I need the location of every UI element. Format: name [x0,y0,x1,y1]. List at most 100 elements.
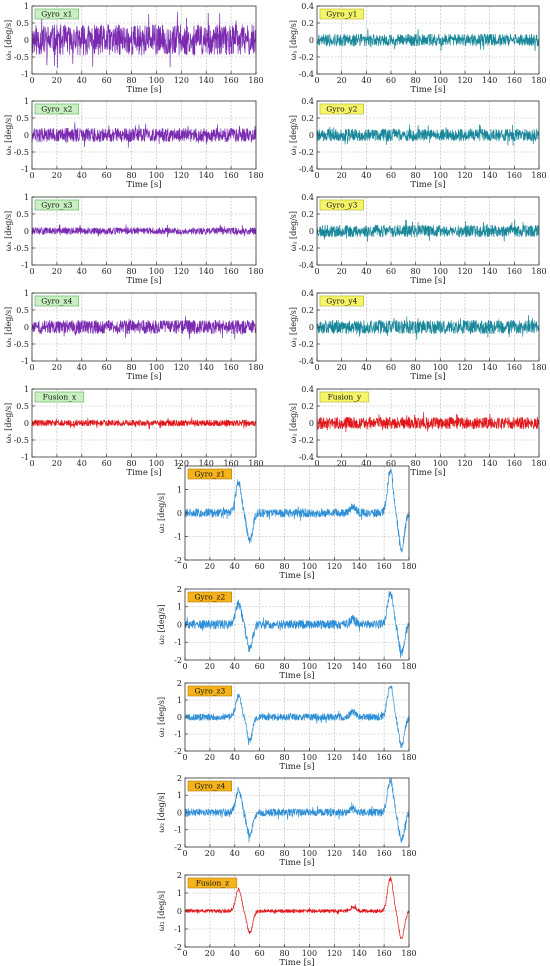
x-tick-label: 100 [433,171,448,180]
x-tick-label: 180 [248,363,263,372]
x-tick-label: 60 [102,171,112,180]
x-tick-label: 20 [205,849,215,858]
series-badge [319,295,365,307]
x-tick-label: 80 [411,363,421,372]
y-tick-label: 1 [177,485,182,494]
x-tick-label: 0 [314,459,319,468]
y-tick-label: 0.2 [301,114,314,123]
chart-panel-7: 0 20 40 60 80 100 120 140 160 180 -1 -0.5 0 0.5 1 Time … [4,289,264,382]
x-tick-label: 80 [126,76,136,85]
x-tick-label: 0 [29,171,34,180]
x-tick-label: 140 [352,662,367,671]
series-badge [319,391,370,403]
y-tick-label: 0 [309,36,314,45]
x-axis-label: Time [s] [279,671,314,681]
series-badge-label: Gyro_x3 [41,201,72,210]
x-tick-label: 20 [52,76,62,85]
x-tick-label: 40 [230,662,240,671]
series-badge [187,685,233,697]
x-tick-label: 20 [337,171,347,180]
x-tick-label: 180 [531,76,546,85]
x-tick-label: 160 [376,849,391,858]
x-tick-label: 20 [337,267,347,276]
x-tick-label: 180 [401,949,416,958]
y-tick-label: -1 [174,638,182,647]
x-axis-label: Time [s] [410,85,445,95]
x-tick-label: 140 [352,949,367,958]
x-tick-label: 140 [352,562,367,571]
series-badge-label: Gyro_z3 [194,687,225,696]
y-tick-label: 0.4 [301,193,314,202]
x-tick-label: 100 [302,662,317,671]
y-tick-label: 0 [177,620,182,629]
x-tick-label: 20 [52,171,62,180]
series-badge-label: Gyro_y1 [326,10,357,19]
x-tick-label: 180 [401,662,416,671]
y-axis-label: ωₓ [deg/s] [4,403,13,443]
x-tick-label: 100 [433,267,448,276]
x-tick-label: 160 [376,949,391,958]
x-tick-label: 140 [482,363,497,372]
x-tick-label: 160 [507,76,522,85]
series-badge [34,103,80,115]
x-tick-label: 100 [302,949,317,958]
data-series-line [184,685,410,749]
y-tick-label: -0.4 [299,261,314,270]
x-axis-label: Time [s] [279,762,314,772]
x-axis-label: Time [s] [410,468,445,478]
x-tick-label: 60 [255,562,265,571]
x-tick-label: 80 [411,76,421,85]
x-tick-label: 0 [182,849,187,858]
y-tick-label: 0.5 [16,210,29,219]
y-tick-label: 2 [177,679,182,688]
y-tick-label: -1 [21,261,29,270]
data-series-line [31,122,257,148]
y-tick-label: 0.2 [301,402,314,411]
x-tick-label: 120 [174,171,189,180]
x-tick-label: 100 [302,562,317,571]
y-tick-label: -2 [174,556,182,565]
data-series-line [316,124,540,146]
x-tick-label: 120 [174,76,189,85]
x-tick-label: 40 [361,76,371,85]
y-tick-label: 0 [177,907,182,916]
series-badge-label: Gyro_z2 [194,593,225,602]
y-tick-label: -2 [174,656,182,665]
x-tick-label: 160 [507,171,522,180]
data-series-line [31,224,257,238]
x-tick-label: 100 [149,363,164,372]
x-tick-label: 60 [386,459,396,468]
series-badge [319,199,365,211]
x-tick-label: 180 [401,753,416,762]
series-badge-label: Fusion_y [328,393,362,402]
y-tick-label: -0.4 [299,165,314,174]
x-tick-label: 100 [433,363,448,372]
data-series-line [31,315,257,340]
x-tick-label: 20 [337,459,347,468]
x-tick-label: 40 [77,267,87,276]
y-tick-label: 0.4 [301,97,314,106]
x-tick-label: 180 [531,267,546,276]
y-tick-label: 1 [24,385,29,394]
chart-panel-6: 0 20 40 60 80 100 120 140 160 180 -0.4 -0.2 0 0.2 0.4 T… [289,193,547,286]
x-tick-label: 0 [29,76,34,85]
data-series-line [184,876,410,940]
x-tick-label: 140 [482,459,497,468]
y-tick-label: -1 [21,165,29,174]
x-tick-label: 80 [126,267,136,276]
series-badge-label: Gyro_z4 [194,782,225,791]
y-tick-label: -0.4 [299,70,314,79]
x-tick-label: 120 [327,949,342,958]
x-tick-label: 180 [531,171,546,180]
x-tick-label: 0 [182,949,187,958]
x-tick-label: 120 [174,459,189,468]
y-tick-label: -0.4 [299,453,314,462]
y-tick-label: -0.5 [14,53,29,62]
y-tick-label: 1 [24,97,29,106]
x-tick-label: 120 [327,849,342,858]
y-tick-label: -0.5 [14,436,29,445]
y-tick-label: 2 [177,774,182,783]
y-tick-label: -1 [21,70,29,79]
x-tick-label: 80 [126,459,136,468]
